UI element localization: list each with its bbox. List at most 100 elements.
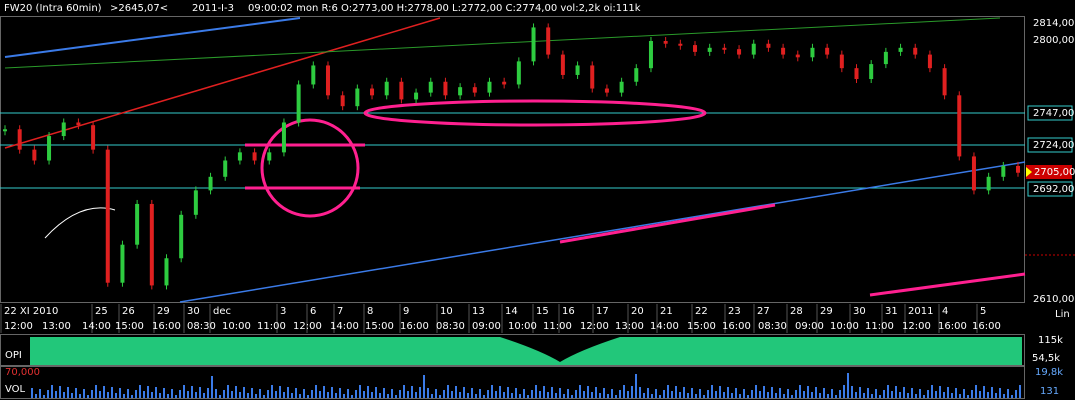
time-label: 16:00 [722,321,751,332]
ellipse [363,99,707,127]
price-label: 2800,00 [1033,35,1074,46]
time-label: 16:00 [152,321,181,332]
vol-low: 131 [1040,386,1059,397]
candle-body [634,68,639,82]
time-label: 16:00 [400,321,429,332]
time-label: 09:00 [795,321,824,332]
date-label: 16 [562,306,575,317]
candle-body [502,81,507,85]
candle-body [61,122,66,137]
candle-body [839,54,844,69]
price-label: 2747,00 [1033,108,1074,119]
candle-body [3,129,7,132]
price-box [1027,181,1073,197]
candle-body [707,47,712,52]
candle-body [971,156,976,191]
candle-body [193,190,198,215]
time-label: 16:00 [938,321,967,332]
candle-body [810,47,815,58]
date-label: 31 [885,306,898,317]
price-axis: 2814,00 2800,00 2747,00 2724,00 2705,00 … [1026,18,1075,320]
candle-body [120,244,125,283]
candle-body [17,129,22,150]
candle-body [590,65,595,89]
date-label: 29 [157,306,170,317]
candle-body [693,45,698,52]
candle-body [370,88,375,96]
trend-line [4,17,441,149]
candle-body [869,64,874,80]
candle-body [223,160,228,177]
candle-body [516,61,521,85]
time-label: 14:00 [330,321,359,332]
vol-frame [0,366,1025,399]
candle-body [384,81,389,96]
candle-body [311,65,316,85]
circle [260,118,360,218]
time-label: 09:00 [472,321,501,332]
candle-body [1016,165,1020,173]
drawings [0,17,1075,303]
date-label: 27 [757,306,770,317]
date-label: 26 [122,306,135,317]
time-label: 08:30 [187,321,216,332]
time-label: 14:00 [650,321,679,332]
candle-body [135,203,140,245]
time-label: 14:00 [82,321,111,332]
candle-body [546,27,551,55]
time-label: 15:00 [687,321,716,332]
candle-body [781,47,786,55]
date-label: 4 [942,306,948,317]
candle-body [795,54,800,58]
date-label: 25 [95,306,108,317]
time-label: 10:00 [508,321,537,332]
date-label: 13 [472,306,485,317]
time-label: 10:00 [222,321,251,332]
candle-body [443,81,448,96]
opi-area [30,337,1022,365]
time-label: 11:00 [865,321,894,332]
date-label: 14 [505,306,518,317]
candle-body [722,47,727,50]
candle-body [883,51,888,65]
date-label: 15 [536,306,549,317]
date-label: 28 [790,306,803,317]
candle-body [898,47,903,52]
candle-body [237,152,242,161]
vol-label: VOL [5,384,26,395]
candle-body [296,84,301,123]
candle-body [927,54,932,69]
candle-body [942,68,947,96]
candle-body [678,43,683,46]
date-label: 7 [337,306,343,317]
time-label: 12:00 [4,321,33,332]
opi-low: 54,5k [1032,353,1060,364]
opi-frame [0,334,1025,366]
time-label: 16:00 [972,321,1001,332]
candle-body [663,41,668,44]
highlight [869,272,1026,297]
candle-body [325,65,330,96]
candle-body [737,49,742,55]
time-label: 15:00 [365,321,394,332]
candle-body [47,136,52,161]
vol-scale: 70,000 [5,367,40,378]
trend-line [4,17,1001,69]
candle-body [575,65,580,75]
candle-body [487,81,492,93]
candle-body [428,81,433,93]
instrument: FW20 (Intra 60min) [4,3,102,14]
candle-body [149,203,154,286]
date-label: 29 [820,306,833,317]
candle-body [1001,165,1006,177]
candle-body [751,43,756,55]
time-label: 08:30 [436,321,465,332]
candle-body [164,258,169,286]
date-label: 22 XI 2010 [4,306,58,317]
date-label: 9 [403,306,409,317]
price: >2645,07< [110,3,168,14]
candle-body [355,88,360,107]
time-label: 11:00 [257,321,286,332]
